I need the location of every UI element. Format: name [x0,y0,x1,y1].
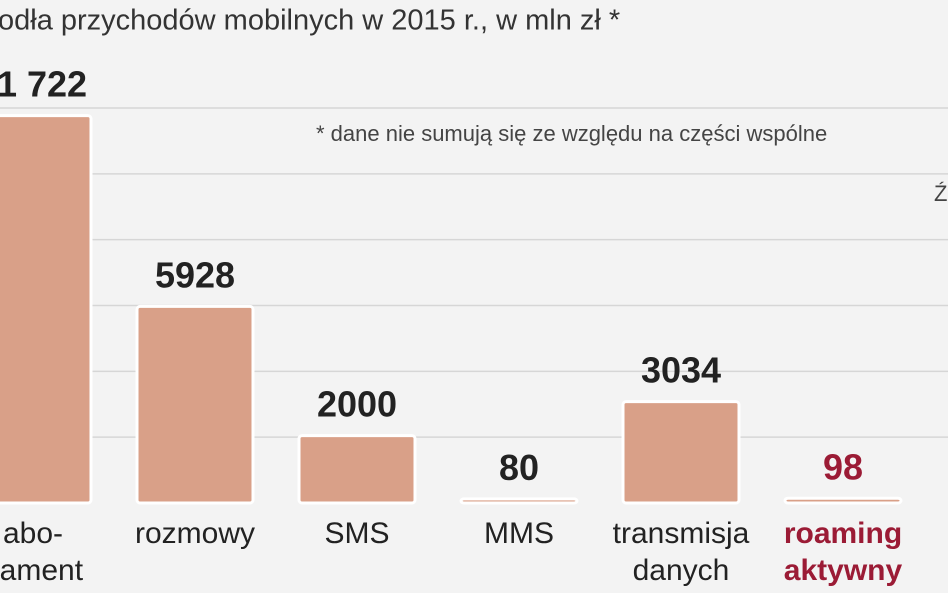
category-label: roaming aktywny [784,517,903,587]
bar [297,434,417,505]
value-label: 11 722 [0,64,87,105]
value-label: 3034 [641,350,721,391]
bar [135,304,255,505]
category-label: abo-nament [0,517,84,587]
value-label: 80 [499,447,539,488]
source: Ź [934,181,947,206]
note: * dane nie sumują się ze względu na częś… [316,121,827,146]
value-label: 2000 [317,384,397,425]
category-label: rozmowy [135,517,255,550]
category-label: MMS [484,517,554,550]
value-label: 98 [823,446,863,487]
bar [783,496,903,505]
bar [621,400,741,505]
chart-title: odła przychodów mobilnych w 2015 r., w m… [0,5,620,37]
value-label: 5928 [155,254,235,295]
bar [0,114,93,505]
category-label: SMS [324,517,389,550]
bar [459,497,579,505]
category-label: transmisja danych [613,517,750,587]
